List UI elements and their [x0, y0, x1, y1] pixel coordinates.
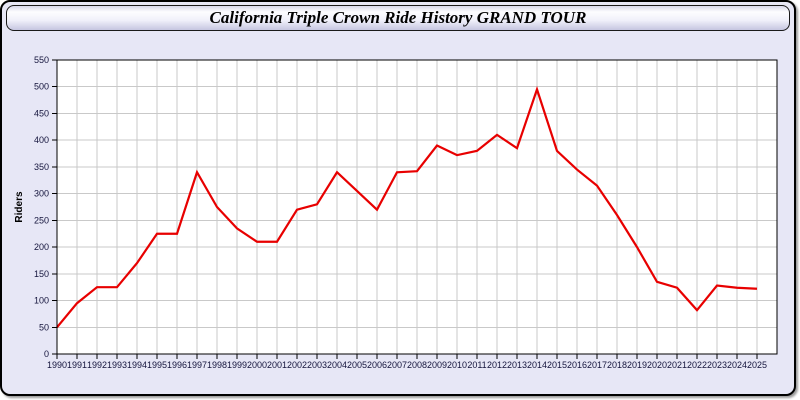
- x-tick-label: 2014: [527, 360, 547, 370]
- x-tick-label: 2021: [667, 360, 687, 370]
- x-tick-label: 2009: [427, 360, 447, 370]
- x-tick-label: 2024: [727, 360, 747, 370]
- x-axis-labels: 1990 1991 1992 1993 1994 1995 1996 1997 1998 1999…: [47, 360, 767, 370]
- x-tick-label: 1991: [67, 360, 87, 370]
- x-tick-label: 2008: [407, 360, 427, 370]
- y-tick-label: 0: [44, 349, 49, 359]
- x-tick-label: 2023: [707, 360, 727, 370]
- x-tick-label: 2011: [467, 360, 486, 370]
- x-tick-label: 2002: [287, 360, 307, 370]
- y-tick-label: 500: [34, 82, 49, 92]
- x-tick-label: 2015: [547, 360, 567, 370]
- y-axis-title: Riders: [14, 191, 25, 223]
- y-tick-label: 50: [39, 322, 49, 332]
- x-tick-label: 2001: [267, 360, 287, 370]
- axis-ticks: [52, 59, 758, 359]
- x-tick-label: 2000: [247, 360, 267, 370]
- x-tick-label: 2019: [627, 360, 647, 370]
- header-bar: California Triple Crown Ride History GRA…: [6, 5, 790, 31]
- x-tick-label: 2010: [447, 360, 467, 370]
- y-tick-label: 300: [34, 189, 49, 199]
- y-tick-label: 400: [34, 135, 49, 145]
- x-tick-label: 2004: [327, 360, 347, 370]
- x-tick-label: 2005: [347, 360, 367, 370]
- y-tick-label: 200: [34, 242, 49, 252]
- grid-lines: [56, 59, 778, 355]
- x-tick-label: 1996: [167, 360, 187, 370]
- x-tick-label: 2018: [607, 360, 627, 370]
- x-tick-label: 1992: [87, 360, 107, 370]
- x-tick-label: 2012: [487, 360, 507, 370]
- x-tick-label: 1999: [227, 360, 247, 370]
- x-tick-label: 2006: [367, 360, 387, 370]
- riders-line: [56, 85, 758, 328]
- page-title: California Triple Crown Ride History GRA…: [209, 8, 587, 27]
- y-tick-label: 450: [34, 108, 49, 118]
- y-tick-label: 100: [34, 296, 49, 306]
- x-tick-label: 1995: [147, 360, 167, 370]
- y-tick-label: 250: [34, 215, 49, 225]
- x-tick-label: 2022: [687, 360, 707, 370]
- y-tick-label: 150: [34, 269, 49, 279]
- x-tick-label: 2017: [587, 360, 607, 370]
- x-tick-label: 2013: [507, 360, 527, 370]
- y-axis-labels: 0 50 100 150 200 250 300 350 400 450 500 550: [34, 55, 49, 359]
- x-tick-label: 1990: [47, 360, 67, 370]
- x-tick-label: 1993: [107, 360, 127, 370]
- x-tick-label: 2016: [567, 360, 587, 370]
- x-tick-label: 1998: [207, 360, 227, 370]
- x-tick-label: 2003: [307, 360, 327, 370]
- y-tick-label: 550: [34, 55, 49, 65]
- x-tick-label: 2025: [747, 360, 767, 370]
- x-tick-label: 2007: [387, 360, 407, 370]
- chart-area: 0 50 100 150 200 250 300 350 400 450 500 550 1990 199…: [2, 32, 798, 392]
- x-tick-label: 1997: [187, 360, 207, 370]
- x-tick-label: 1994: [127, 360, 147, 370]
- y-tick-label: 350: [34, 162, 49, 172]
- x-tick-label: 2020: [647, 360, 667, 370]
